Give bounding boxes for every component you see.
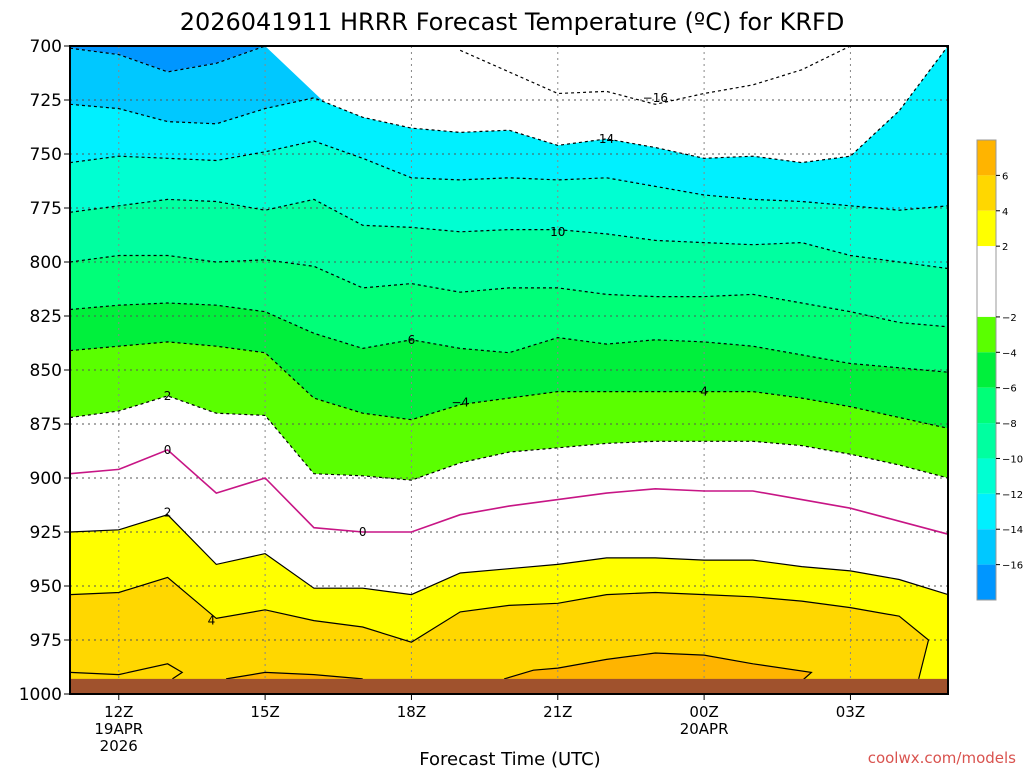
contour-label: 2	[164, 506, 172, 520]
x-tick-label: 00Z	[689, 703, 718, 721]
y-tick-label: 925	[30, 523, 62, 543]
y-tick-label: 950	[30, 577, 62, 597]
colorbar-label: 4	[1002, 207, 1008, 218]
contour-line	[69, 395, 949, 481]
y-tick-label: 1000	[19, 685, 62, 705]
y-tick-label: 700	[30, 37, 62, 57]
x-tick-label: 18Z	[397, 703, 426, 721]
contour-lines	[69, 45, 949, 682]
colorbar-swatch	[977, 175, 996, 211]
contour-line	[226, 671, 363, 680]
temp-band-fill	[226, 672, 363, 679]
y-tick-label: 800	[30, 253, 62, 273]
colorbar-swatch	[977, 493, 996, 530]
contour-labels: −16 14 10 6 −4 4 2 0 0 2 4	[164, 91, 708, 628]
colorbar-swatch	[977, 458, 996, 494]
colorbar-label: 6	[1002, 171, 1008, 182]
colorbar-swatch	[977, 140, 996, 176]
colorbar-swatch	[977, 423, 996, 459]
x-tick-label: 19APR	[94, 720, 143, 738]
colorbar-label: −14	[1002, 525, 1023, 536]
contour-line	[69, 514, 949, 596]
contour-label: 14	[599, 132, 614, 146]
colorbar-label: −2	[1002, 313, 1017, 324]
colorbar-swatch	[977, 316, 996, 353]
contour-label: 10	[550, 225, 565, 239]
x-tick-label: 20APR	[680, 720, 729, 738]
ground-layer	[70, 678, 948, 694]
contour-label: −16	[643, 91, 668, 105]
colorbar-label: −16	[1002, 561, 1023, 572]
colorbar-label: −6	[1002, 384, 1017, 395]
colorbar-swatch	[977, 564, 996, 600]
contour-label: 0	[359, 525, 367, 539]
x-tick-label: 21Z	[543, 703, 572, 721]
grid-lines	[70, 46, 948, 694]
y-axis: 700 725 750 775 800 825 850 875 900 925 950 975 1000	[19, 37, 70, 705]
plot-area: −16 14 10 6 −4 4 2 0 0 2 4	[69, 45, 949, 695]
colorbar-label: −10	[1002, 454, 1023, 465]
colorbar-swatch	[977, 529, 996, 565]
y-tick-label: 825	[30, 307, 62, 327]
contour-label: 0	[164, 443, 172, 457]
contour-line	[69, 663, 184, 680]
temp-band-fill	[70, 46, 948, 72]
contour-label: −4	[451, 395, 469, 409]
x-tick-label: 2026	[100, 737, 138, 755]
contour-line	[69, 45, 266, 73]
credit-link[interactable]: coolwx.com/models	[868, 749, 1016, 767]
contour-label: 6	[408, 333, 416, 347]
contour-line	[69, 576, 930, 680]
temp-band-fill	[70, 663, 183, 679]
x-tick-label: 12Z	[104, 703, 133, 721]
colorbar-swatch	[977, 246, 996, 317]
colorbar-swatch	[977, 210, 996, 247]
y-tick-label: 775	[30, 199, 62, 219]
contour-line	[69, 140, 949, 211]
y-tick-label: 725	[30, 91, 62, 111]
colorbar-label: 2	[1002, 242, 1008, 253]
y-tick-label: 975	[30, 631, 62, 651]
temp-band-fill	[504, 653, 812, 681]
x-tick-label: 03Z	[836, 703, 865, 721]
y-tick-label: 875	[30, 415, 62, 435]
colorbar-legend: 6 4 2 −2 −4 −6 −8 −10 −12 −14 −16	[976, 139, 1023, 601]
colorbar-label: −8	[1002, 419, 1017, 430]
contour-line	[69, 302, 949, 373]
contour-line	[503, 652, 813, 682]
contour-line	[69, 254, 949, 328]
colorbar-label: −4	[1002, 348, 1017, 359]
contour-label: 2	[164, 389, 172, 403]
contour-label: 4	[700, 385, 708, 399]
contour-line	[69, 341, 949, 429]
x-axis-label: Forecast Time (UTC)	[419, 749, 600, 768]
y-tick-label: 850	[30, 361, 62, 381]
ground-surface	[70, 678, 948, 694]
chart-title: 2026041911 HRRR Forecast Temperature (ºC…	[180, 8, 845, 36]
colorbar-label: −12	[1002, 490, 1023, 501]
colorbar-swatch	[977, 352, 996, 388]
contour-line	[69, 448, 949, 535]
y-tick-label: 900	[30, 469, 62, 489]
contour-label: 4	[208, 614, 216, 628]
colorbar-swatch	[977, 387, 996, 424]
colorbar-frame	[976, 139, 997, 601]
y-tick-label: 750	[30, 145, 62, 165]
contour-line	[459, 45, 851, 105]
x-tick-label: 15Z	[250, 703, 279, 721]
